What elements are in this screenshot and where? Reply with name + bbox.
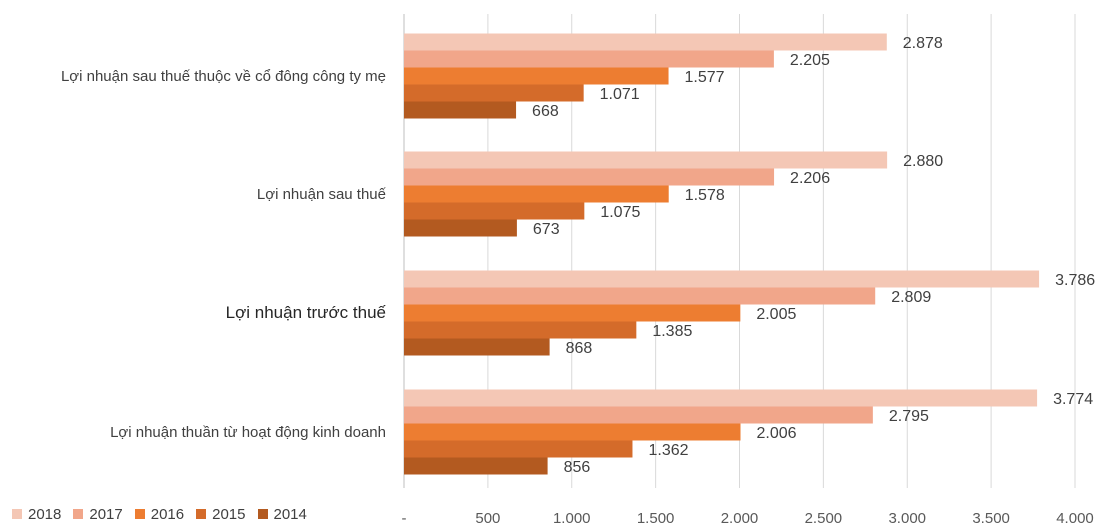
bar <box>404 33 887 51</box>
category-label: Lợi nhuận sau thuế thuộc về cổ đông công… <box>61 68 386 85</box>
category-label: Lợi nhuận sau thuế <box>257 186 387 203</box>
bar <box>404 287 876 305</box>
legend-item: 2017 <box>73 505 123 523</box>
legend-label: 2016 <box>150 505 185 523</box>
data-label: 2.206 <box>790 170 830 187</box>
bar <box>404 423 741 441</box>
data-label: 2.205 <box>790 52 830 69</box>
legend-label: 2014 <box>273 505 307 523</box>
bar <box>404 219 517 237</box>
legend-item: 2018 <box>12 506 61 523</box>
legend-swatch <box>134 509 145 519</box>
legend: 2018 2017 2016 2015 2014 <box>12 504 307 524</box>
data-label: 2.795 <box>889 408 929 425</box>
category-label: Lợi nhuận trước thuế <box>226 303 387 322</box>
bar <box>404 440 633 458</box>
legend-swatch <box>257 509 268 519</box>
bar <box>404 84 584 102</box>
data-label: 1.075 <box>600 204 640 221</box>
data-label: 673 <box>533 221 560 238</box>
data-label: 2.006 <box>757 425 797 442</box>
bar <box>404 50 774 68</box>
data-label: 1.578 <box>685 187 725 204</box>
data-label: 856 <box>564 459 591 476</box>
legend-label: 2015 <box>212 505 246 523</box>
bar <box>404 304 741 322</box>
category-label: Lợi nhuận thuần từ hoạt động kinh doanh <box>110 424 386 441</box>
x-tick-label: - <box>402 510 407 527</box>
x-tick-label: 500 <box>475 510 500 527</box>
bar <box>404 338 550 356</box>
legend-label: 2018 <box>28 505 62 523</box>
legend-item: 2014 <box>257 505 307 523</box>
legend-swatch <box>196 509 207 519</box>
data-label: 2.809 <box>891 289 931 306</box>
bar <box>404 101 517 119</box>
bar <box>404 389 1038 407</box>
legend-label: 2017 <box>89 505 123 523</box>
legend-swatch <box>12 509 22 519</box>
x-tick-label: 2.500 <box>805 510 843 527</box>
bar <box>404 168 775 186</box>
legend-item: 2015 <box>196 505 246 523</box>
legend-item: 2016 <box>134 505 185 523</box>
bar <box>404 406 873 424</box>
x-tick-label: 2.000 <box>721 510 759 527</box>
data-label: 668 <box>532 103 559 120</box>
data-label: 2.005 <box>756 306 796 323</box>
x-tick-label: 1.500 <box>637 510 675 527</box>
bar <box>404 457 548 475</box>
data-label: 3.774 <box>1053 391 1093 408</box>
bar <box>404 270 1040 288</box>
data-label: 1.071 <box>600 86 640 103</box>
data-label: 2.878 <box>903 35 943 52</box>
bar <box>404 185 669 203</box>
bar <box>404 321 637 339</box>
x-tick-label: 1.000 <box>553 510 591 527</box>
x-tick-label: 3.000 <box>888 510 926 527</box>
data-label: 1.577 <box>685 69 725 86</box>
x-tick-label: 3.500 <box>972 510 1010 527</box>
data-label: 2.880 <box>903 153 943 170</box>
legend-swatch <box>73 509 84 519</box>
data-label: 1.362 <box>648 442 688 459</box>
data-label: 868 <box>566 340 593 357</box>
x-tick-label: 4.000 <box>1056 510 1094 527</box>
data-label: 1.385 <box>652 323 692 340</box>
bar <box>404 67 669 85</box>
data-label: 3.786 <box>1055 272 1095 289</box>
bar <box>404 151 888 169</box>
bar <box>404 202 585 220</box>
